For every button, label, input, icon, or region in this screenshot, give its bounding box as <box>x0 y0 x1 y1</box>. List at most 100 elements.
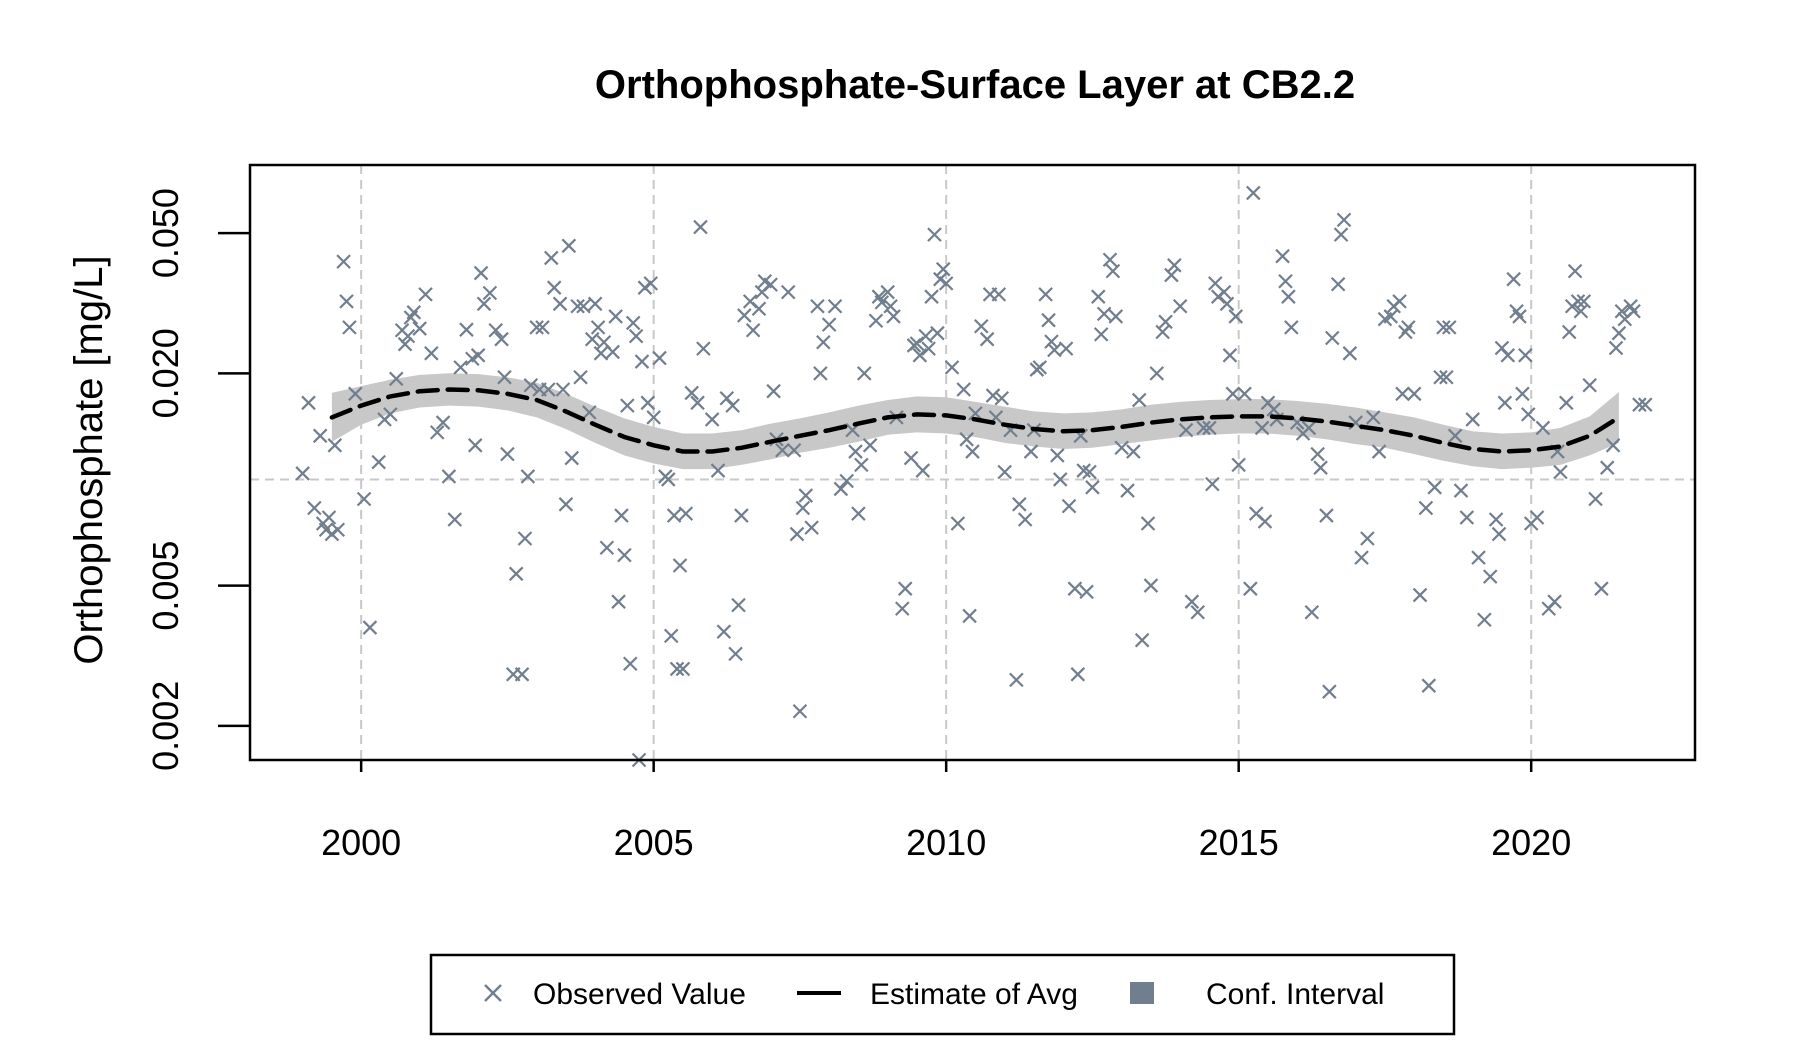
observed-point <box>950 516 966 531</box>
observed-point <box>336 254 351 269</box>
observed-point <box>1588 491 1603 507</box>
observed-point <box>810 298 825 314</box>
observed-point <box>956 382 972 397</box>
observed-point <box>1608 340 1624 356</box>
observed-point <box>979 331 995 347</box>
observed-point <box>1576 294 1592 309</box>
y-tick-label: 0.050 <box>145 188 186 278</box>
observed-point <box>1371 444 1387 459</box>
observed-point <box>1325 330 1340 346</box>
observed-point <box>1336 212 1352 228</box>
observed-point <box>798 488 814 503</box>
observed-point <box>1044 334 1059 349</box>
observed-point <box>1155 324 1170 340</box>
observed-point <box>780 284 796 300</box>
observed-point <box>1477 612 1492 628</box>
observed-point <box>1383 309 1399 324</box>
observed-point <box>1184 594 1200 609</box>
observed-point <box>1196 420 1211 436</box>
y-axis-label: Orthophosphate [mg/L] <box>67 255 111 664</box>
observed-point <box>406 305 422 320</box>
observed-point <box>848 444 863 459</box>
observed-point <box>584 331 600 347</box>
observed-point <box>1219 296 1235 312</box>
observed-point <box>827 298 843 314</box>
observed-point <box>1515 386 1530 402</box>
legend-label-conf-interval: Conf. Interval <box>1206 978 1384 1011</box>
observed-point <box>459 322 474 337</box>
observed-point <box>775 442 790 458</box>
observed-point <box>661 472 676 487</box>
observed-point <box>1079 584 1094 600</box>
observed-point <box>693 219 708 235</box>
observed-point <box>453 360 468 375</box>
observed-point <box>1637 397 1653 412</box>
observed-point <box>1436 320 1451 335</box>
observed-point <box>672 558 688 573</box>
observed-point <box>994 390 1010 406</box>
observed-point <box>1354 550 1369 565</box>
observed-point <box>789 526 805 542</box>
observed-point <box>628 328 644 344</box>
observed-point <box>854 457 869 473</box>
observed-point <box>918 328 933 344</box>
observed-point <box>1333 227 1349 242</box>
observed-point <box>1140 516 1156 531</box>
observed-point <box>1009 672 1024 688</box>
observed-point <box>930 325 945 341</box>
observed-point <box>912 348 928 363</box>
observed-point <box>1093 327 1109 342</box>
observed-point <box>1301 420 1317 436</box>
observed-point <box>1231 457 1246 473</box>
observed-point <box>617 547 632 563</box>
observed-point <box>573 369 588 385</box>
observed-point <box>991 287 1007 302</box>
observed-point <box>576 298 591 314</box>
observed-point <box>412 321 427 336</box>
observed-point <box>1284 320 1299 335</box>
observed-point <box>1085 480 1100 495</box>
observed-point <box>1561 324 1577 340</box>
observed-point <box>429 425 445 440</box>
observed-point <box>552 296 568 312</box>
observed-point <box>944 360 960 375</box>
observed-point <box>488 322 503 338</box>
observed-point <box>546 280 562 295</box>
observed-point <box>418 287 433 302</box>
legend-square-icon <box>1130 982 1154 1004</box>
observed-point <box>880 284 895 300</box>
y-axis: 0.002 0.005 0.020 0.050 <box>145 188 250 771</box>
grid-lines <box>250 165 1695 760</box>
observed-point <box>424 346 439 361</box>
observed-point <box>1266 402 1282 417</box>
observed-point <box>1573 303 1589 319</box>
observed-point <box>751 301 767 317</box>
observed-point <box>388 371 404 387</box>
observed-point <box>1012 497 1027 512</box>
observed-point <box>938 276 954 291</box>
observed-point <box>1038 287 1053 302</box>
observed-point <box>704 412 720 427</box>
observed-point <box>1500 348 1516 363</box>
estimate-line-layer <box>329 387 1622 454</box>
observed-point <box>897 581 913 596</box>
observed-point <box>1041 312 1056 328</box>
observed-point <box>862 438 878 453</box>
x-tick-label: 2000 <box>321 822 401 863</box>
observed-point <box>1158 314 1173 330</box>
observed-point <box>1067 581 1083 596</box>
observed-point <box>924 289 939 304</box>
observed-point <box>1599 460 1615 475</box>
observed-point <box>1412 587 1428 603</box>
observed-point <box>599 540 615 556</box>
y-tick-label: 0.020 <box>145 328 186 418</box>
observed-point <box>1178 422 1194 438</box>
observed-point <box>716 624 732 639</box>
observed-point <box>1243 581 1258 596</box>
observed-point <box>605 344 620 360</box>
observed-point <box>508 566 524 582</box>
observed-point <box>561 238 577 254</box>
observed-point <box>935 261 951 277</box>
observed-point <box>312 428 328 444</box>
observed-point <box>1167 258 1182 273</box>
